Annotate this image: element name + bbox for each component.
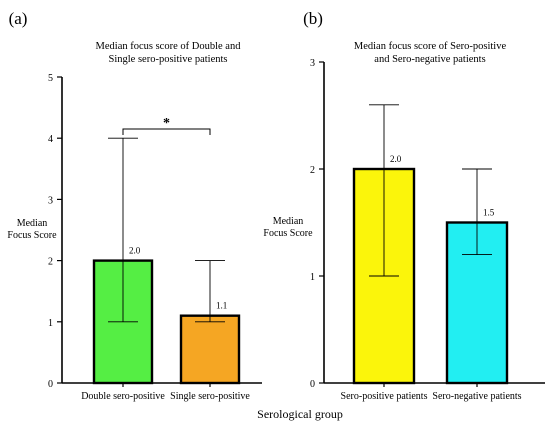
panel-a-y-tick-label: 1 (48, 318, 53, 329)
panel-a-y-axis-label-line: Median (17, 218, 48, 229)
panel-a-significance-bracket (122, 128, 211, 135)
panel-a-y-tick-label: 0 (48, 379, 53, 390)
panel-a-y-axis-label-line: Focus Score (7, 230, 57, 241)
panel-b-y-tick-label: 0 (310, 379, 315, 390)
panel-a-bar (179, 314, 241, 385)
panel-b-data-label: 2.0 (390, 154, 402, 164)
panel-b-title-line: Median focus score of Sero-positive (354, 41, 507, 52)
panel-b-y-tick-label: 3 (310, 58, 315, 69)
panel-a-y-tick-label: 5 (48, 73, 53, 84)
panel-a-category-label: Double sero-positive (81, 391, 165, 402)
panel-b-title-line: and Sero-negative patients (374, 54, 485, 65)
panel-b-label: (b) (303, 9, 323, 28)
panel-a-category-label: Single sero-positive (170, 391, 250, 402)
panel-b-data-label: 1.5 (483, 208, 495, 218)
x-axis-title: Serological group (257, 407, 343, 421)
panel-a-y-tick-label: 2 (48, 257, 53, 268)
panel-a-data-label: 1.1 (216, 301, 227, 311)
panel-a-significance-label: * (163, 116, 170, 131)
panel-a-data-label: 2.0 (129, 246, 141, 256)
panel-a-label: (a) (9, 9, 28, 28)
panel-b-y-axis-label-line: Focus Score (263, 228, 313, 239)
panel-a-title-line: Single sero-positive patients (109, 54, 228, 65)
panel-a-title-line: Median focus score of Double and (96, 41, 242, 52)
panel-a-y-tick-label: 4 (48, 134, 53, 145)
panel-b-y-tick-label: 1 (310, 272, 315, 283)
panel-b-category-label: Sero-positive patients (341, 391, 428, 402)
panel-a-y-tick-label: 3 (48, 195, 53, 206)
panel-b-category-label: Sero-negative patients (432, 391, 521, 402)
panel-b-y-tick-label: 2 (310, 165, 315, 176)
panel-b-y-axis-label-line: Median (273, 216, 304, 227)
